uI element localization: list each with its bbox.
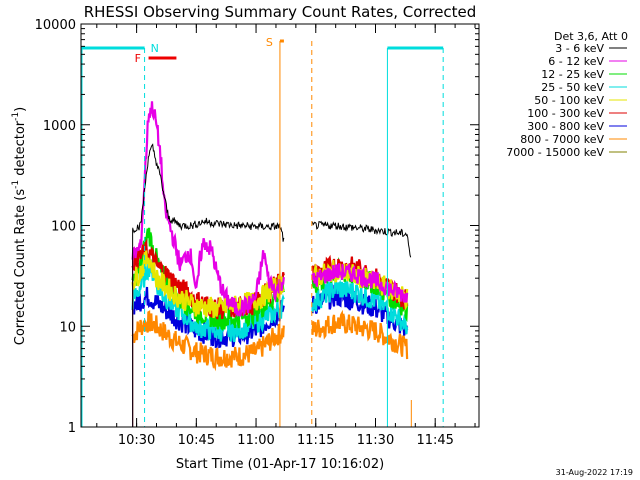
legend-label: 100 - 300 keV: [527, 107, 604, 120]
y-axis-label: Corrected Count Rate (s-1 detector-1): [11, 107, 28, 345]
legend-label: 50 - 100 keV: [534, 94, 604, 107]
series-line: [131, 309, 409, 372]
x-tick-label: 10:45: [178, 433, 215, 448]
legend-label: 7000 - 15000 keV: [506, 146, 604, 159]
legend-label: 25 - 50 keV: [541, 81, 604, 94]
legend-title: Det 3,6, Att 0: [554, 30, 628, 43]
x-tick-label: 10:30: [118, 433, 155, 448]
annotation-s: S: [266, 36, 273, 49]
y-tick-label: 1000: [43, 119, 76, 134]
legend-label: 6 - 12 keV: [548, 55, 604, 68]
legend-label: 800 - 7000 keV: [520, 133, 604, 146]
x-tick-label: 11:00: [237, 433, 274, 448]
y-tick-label: 1: [68, 421, 76, 436]
series-line: [131, 101, 409, 318]
generated-timestamp: 31-Aug-2022 17:19: [556, 468, 633, 477]
annotation-n: N: [151, 42, 159, 55]
x-tick-label: 11:45: [416, 433, 453, 448]
series-line: [131, 250, 409, 319]
y-tick-label: 100: [51, 220, 76, 235]
y-tick-label: 10000: [35, 18, 76, 33]
y-tick-label: 10: [59, 320, 76, 335]
legend-label: 3 - 6 keV: [555, 42, 604, 55]
legend-label: 300 - 800 keV: [527, 120, 604, 133]
annotation-f: F: [135, 52, 141, 65]
x-tick-label: 11:30: [357, 433, 394, 448]
x-axis-label: Start Time (01-Apr-17 10:16:02): [176, 457, 384, 472]
chart-title: RHESSI Observing Summary Count Rates, Co…: [84, 3, 477, 21]
series-line: [132, 143, 412, 258]
legend-label: 12 - 25 keV: [541, 68, 604, 81]
x-tick-label: 11:15: [297, 433, 334, 448]
